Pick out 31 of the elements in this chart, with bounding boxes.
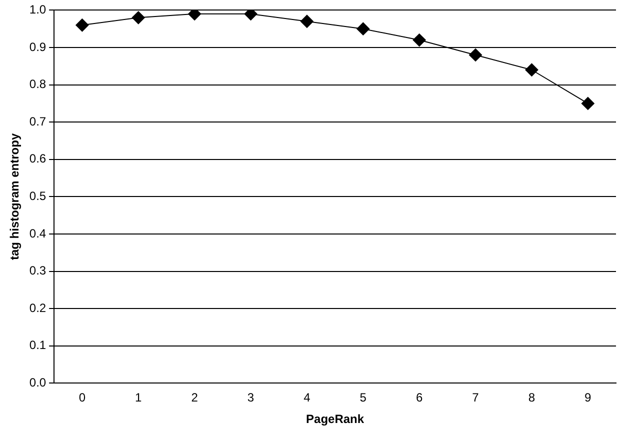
y-tick-label: 0.1 [29,338,46,352]
y-tick-label: 0.2 [29,300,46,315]
y-tick-label: 0.3 [29,264,46,278]
x-tick-label: 3 [247,390,254,405]
y-tick-label: 0.9 [29,40,46,54]
y-tick-label: 0.8 [29,77,46,92]
point [76,18,89,32]
point [469,48,482,62]
y-tick-label: 0.4 [29,226,46,240]
x-axis-title: PageRank [306,412,364,426]
x-tick-label: 6 [416,390,423,405]
point [581,96,594,110]
point [300,14,314,28]
point [132,11,145,24]
y-tick-label: 0.7 [29,114,46,128]
y-tick-label: 0.5 [29,189,46,204]
x-tick-label: 0 [78,390,86,405]
x-tick-label: 5 [360,390,367,405]
x-tick-label: 8 [528,390,536,405]
y-axis-title: tag histogram entropy [8,133,22,260]
x-tick-label: 9 [584,390,592,405]
y-tick-label: 0.6 [29,152,46,166]
x-tick-label: 1 [135,390,142,405]
x-tick-label: 7 [472,390,480,405]
x-tick-label: 2 [191,390,198,405]
point [525,63,538,76]
y-tick-label: 0.0 [29,376,46,390]
point [356,22,370,36]
y-tick-label: 1.0 [29,2,46,17]
x-tick-label: 4 [304,390,311,405]
point [412,34,426,47]
